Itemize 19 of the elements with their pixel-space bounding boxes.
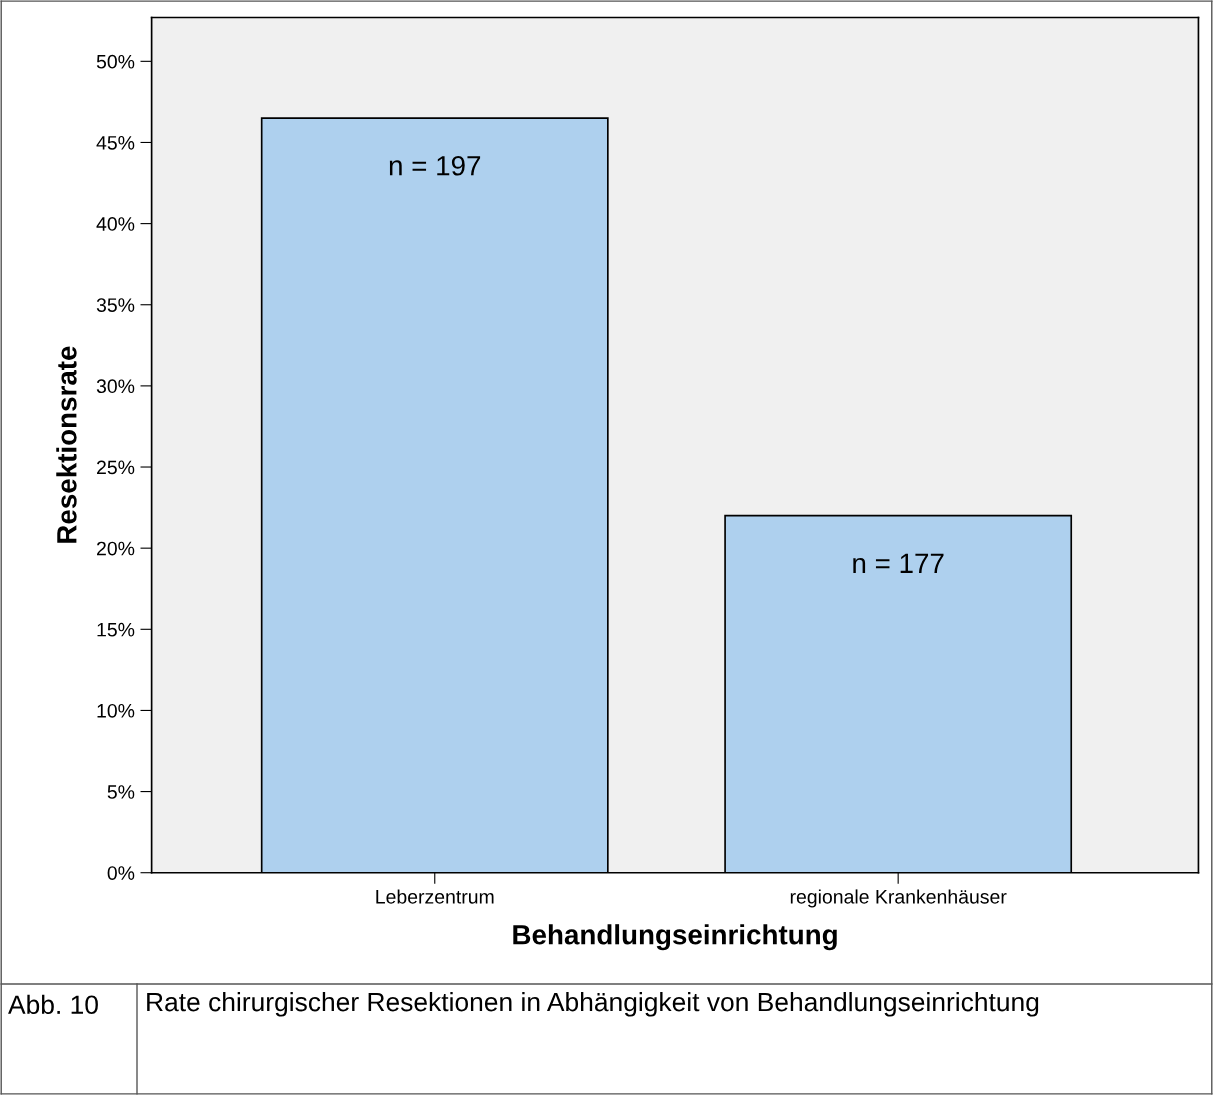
y-tick-label: 15% bbox=[97, 622, 135, 637]
y-tick-label: 20% bbox=[97, 541, 135, 556]
x-axis-title: Behandlungseinrichtung bbox=[513, 924, 837, 951]
annotation: n = 197 bbox=[389, 155, 481, 176]
y-tick-label: 10% bbox=[97, 703, 135, 718]
y-tick-label: 35% bbox=[96, 298, 135, 312]
x-tick-label: regionale Krankenhäuser bbox=[790, 889, 1007, 908]
annotation: n = 177 bbox=[853, 553, 944, 573]
y-tick-label: 5% bbox=[107, 785, 135, 799]
x-tick-label: Leberzentrum bbox=[376, 889, 494, 904]
y-axis-title: Resektionsrate bbox=[56, 346, 77, 543]
y-tick-label: 30% bbox=[96, 379, 135, 394]
text: Rate chirurgischer Resektionen in Abhängigkeit von Behandlungseinrichtung bbox=[147, 992, 1039, 1017]
y-tick-label: 50% bbox=[96, 54, 135, 69]
y-tick-label: 45% bbox=[96, 136, 135, 150]
y-tick-label: 40% bbox=[96, 217, 135, 231]
caption: Abb. 10 bbox=[8, 994, 98, 1015]
y-tick-label: 0% bbox=[107, 866, 135, 880]
y-tick-label: 25% bbox=[97, 460, 135, 475]
